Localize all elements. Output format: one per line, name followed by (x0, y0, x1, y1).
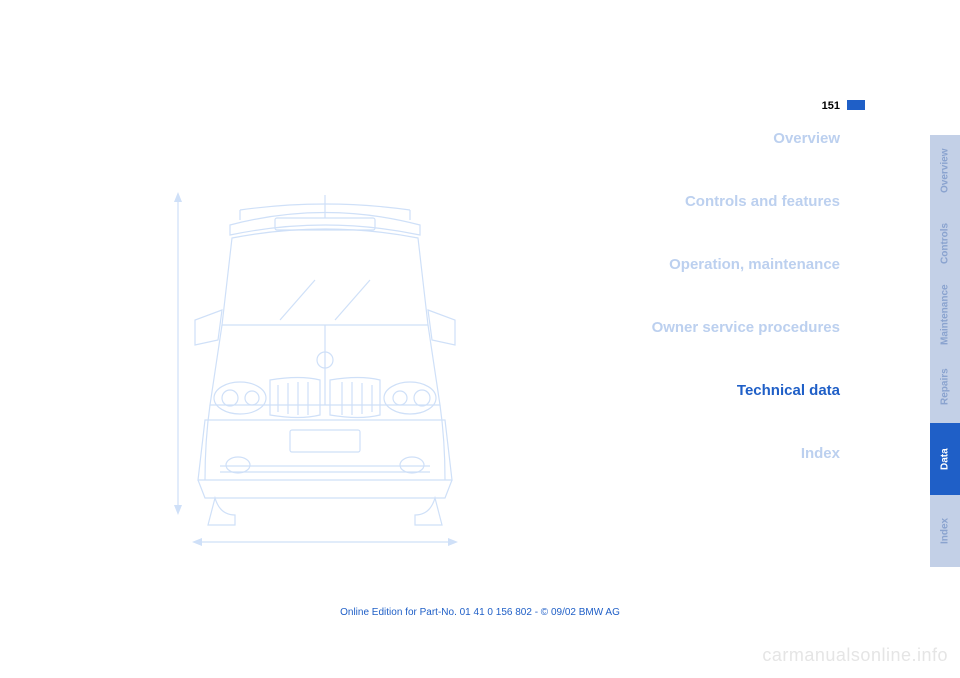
toc-item-technical-data: Technical data (580, 382, 840, 399)
side-tabs: Overview Controls Maintenance Repairs Da… (930, 135, 960, 567)
toc-item-overview: Overview (580, 130, 840, 147)
footer-text: Online Edition for Part-No. 01 41 0 156 … (0, 607, 960, 618)
page-number-bar (847, 100, 865, 110)
tab-maintenance[interactable]: Maintenance (930, 279, 960, 351)
toc-item-index: Index (580, 445, 840, 462)
page-number: 151 (822, 100, 840, 112)
toc-item-operation: Operation, maintenance (580, 256, 840, 273)
tab-data[interactable]: Data (930, 423, 960, 495)
table-of-contents: Overview Controls and features Operation… (580, 130, 840, 462)
toc-item-owner-service: Owner service procedures (580, 319, 840, 336)
tab-overview[interactable]: Overview (930, 135, 960, 207)
tab-repairs[interactable]: Repairs (930, 351, 960, 423)
toc-item-controls: Controls and features (580, 193, 840, 210)
tab-index[interactable]: Index (930, 495, 960, 567)
tab-controls[interactable]: Controls (930, 207, 960, 279)
car-illustration (160, 180, 490, 560)
manual-page: 151 (160, 100, 860, 600)
watermark: carmanualsonline.info (762, 645, 948, 666)
